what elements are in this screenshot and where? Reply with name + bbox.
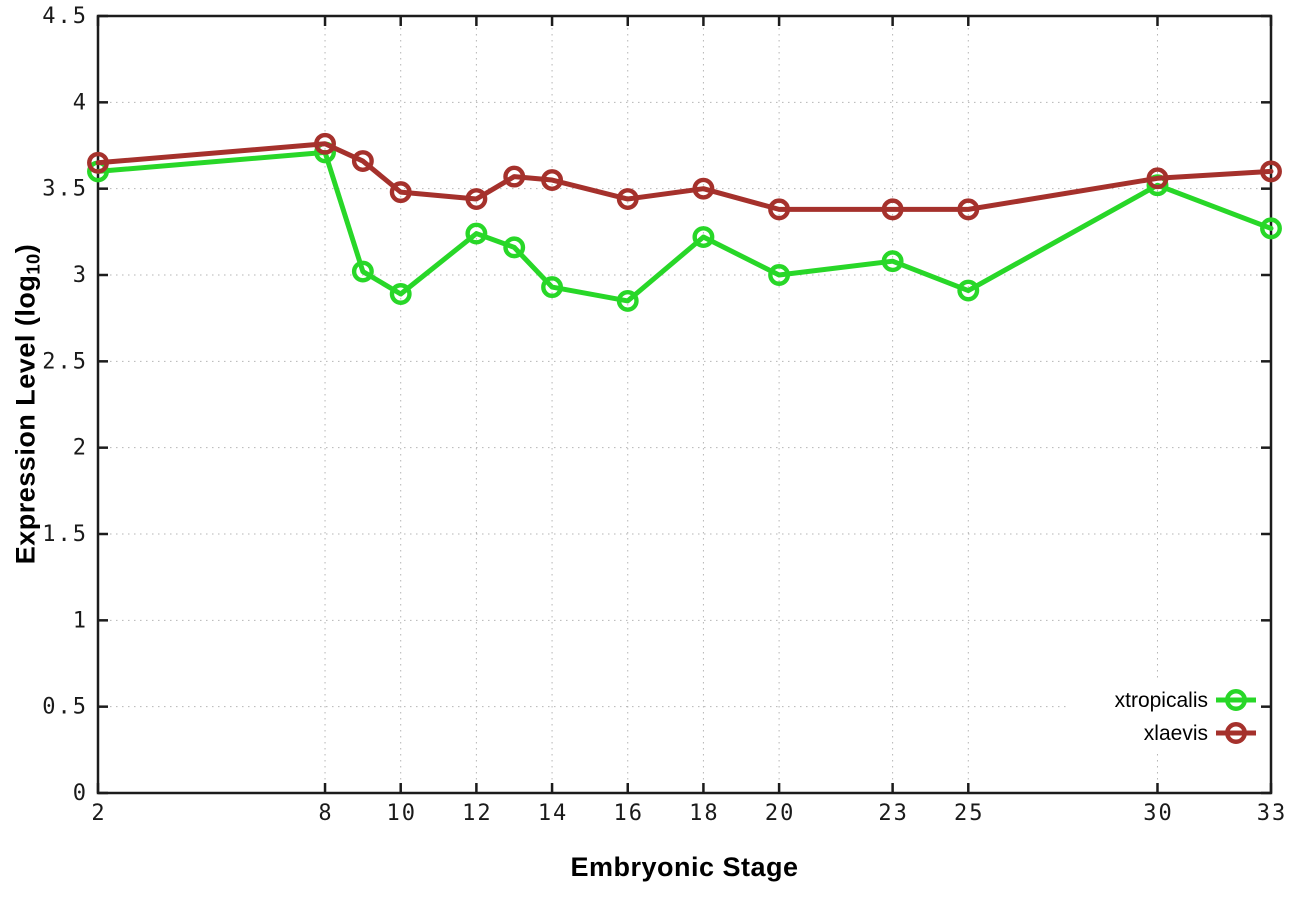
data-point-xlaevis	[314, 132, 336, 155]
data-point-xlaevis	[465, 188, 488, 210]
y-axis-title: Expression Level (log10)	[10, 243, 44, 565]
data-point-xtropicalis	[957, 279, 980, 302]
y-tick-label: 3	[73, 263, 88, 288]
legend-marker-xlaevis	[1225, 722, 1247, 744]
data-point-xlaevis	[503, 165, 526, 188]
data-point-xtropicalis	[541, 276, 564, 299]
y-axis-title-text: Expression Level (log	[10, 274, 41, 565]
data-point-xlaevis	[1146, 167, 1169, 190]
legend-marker-xtropicalis	[1225, 689, 1247, 711]
y-axis-title-subscript: 10	[22, 253, 44, 275]
data-point-xlaevis	[692, 177, 715, 200]
y-tick-label: 1.5	[42, 522, 88, 547]
series-line-xlaevis	[95, 141, 1274, 212]
x-tick-label: 30	[1143, 801, 1174, 826]
x-tick-label: 33	[1257, 801, 1288, 826]
x-axis-title: Embryonic Stage	[570, 852, 799, 882]
data-point-xlaevis	[87, 151, 109, 174]
data-point-xlaevis	[881, 198, 904, 221]
y-tick-label: 4	[73, 90, 88, 115]
data-point-xtropicalis	[465, 222, 488, 245]
x-tick-label: 20	[765, 801, 796, 826]
data-point-xlaevis	[351, 150, 374, 172]
y-tick-label: 4.5	[42, 4, 88, 29]
x-tick-label: 25	[954, 801, 985, 826]
data-point-xtropicalis	[1260, 217, 1282, 240]
x-tick-label: 2	[91, 801, 106, 826]
data-point-xlaevis	[1260, 160, 1282, 183]
data-point-xlaevis	[768, 198, 791, 221]
data-point-xtropicalis	[616, 289, 639, 312]
y-tick-label: 0.5	[42, 695, 88, 720]
y-axis-title-suffix: )	[10, 243, 41, 254]
x-tick-label: 8	[318, 801, 333, 826]
y-tick-label: 0	[73, 781, 88, 806]
data-point-xtropicalis	[881, 250, 904, 273]
data-point-xtropicalis	[351, 260, 374, 283]
x-tick-label: 12	[462, 801, 493, 826]
data-point-xtropicalis	[692, 226, 715, 248]
plot-border	[96, 14, 1273, 795]
data-point-xtropicalis	[768, 264, 791, 286]
x-tick-label: 18	[689, 801, 720, 826]
data-point-xlaevis	[616, 188, 639, 210]
x-tick-label: 10	[386, 801, 417, 826]
y-tick-label: 1	[73, 608, 88, 633]
data-point-xtropicalis	[389, 283, 412, 305]
y-tick-label: 2.5	[42, 349, 88, 374]
y-tick-label: 2	[73, 436, 88, 461]
y-tick-label: 3.5	[42, 177, 88, 202]
x-tick-label: 14	[538, 801, 569, 826]
x-tick-label: 23	[878, 801, 909, 826]
data-point-xlaevis	[541, 169, 564, 191]
series-line-xtropicalis	[95, 149, 1274, 304]
data-point-xlaevis	[389, 181, 412, 204]
data-point-xtropicalis	[503, 236, 526, 259]
legend-label-xlaevis: xlaevis	[1144, 722, 1208, 745]
x-tick-label: 16	[613, 801, 644, 826]
legend-label-xtropicalis: xtropicalis	[1115, 689, 1208, 712]
data-point-xlaevis	[957, 198, 980, 221]
